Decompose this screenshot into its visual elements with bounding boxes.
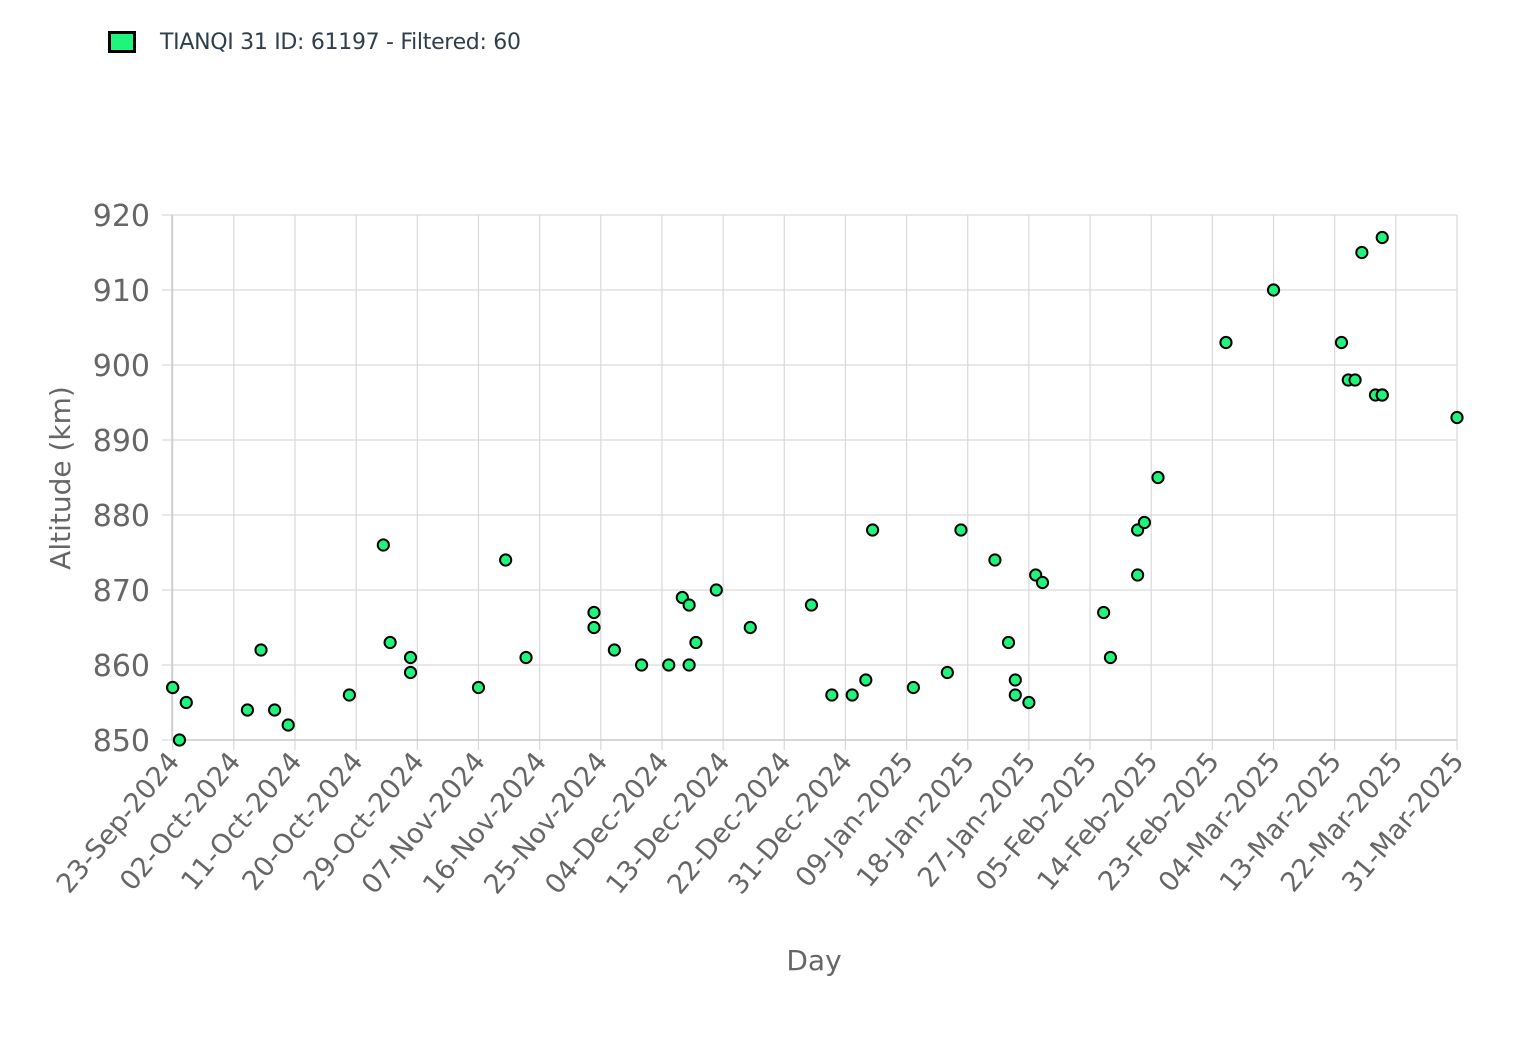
legend[interactable]: TIANQI 31 ID: 61197 - Filtered: 60 (108, 26, 521, 58)
data-point (682, 658, 696, 672)
x-tick-labels: 23-Sep-202402-Oct-202411-Oct-202420-Oct-… (51, 747, 1471, 901)
data-point (1375, 388, 1389, 402)
data-point (471, 680, 486, 695)
data-point (1022, 695, 1036, 710)
data-point (403, 665, 418, 680)
legend-label: TIANQI 31 ID: 61197 - Filtered: 60 (160, 29, 521, 55)
data-point (845, 688, 859, 702)
x-axis-title: Day (786, 944, 841, 977)
data-point (662, 658, 676, 672)
data-point (1103, 650, 1118, 665)
y-tick-labels: 850 860 870 880 890 900 910 920 (93, 199, 150, 759)
data-point (1137, 515, 1152, 530)
data-point (1001, 635, 1016, 650)
data-point (376, 538, 390, 552)
data-point (1035, 575, 1050, 590)
data-point (1266, 283, 1281, 297)
data-point (1097, 605, 1111, 620)
data-point (240, 703, 255, 717)
y-tick-label: 870 (93, 574, 150, 609)
y-tick-label: 890 (93, 424, 150, 459)
data-point (1355, 245, 1369, 260)
data-point (383, 635, 397, 650)
data-point (499, 553, 513, 567)
data-point (634, 658, 649, 672)
data-point (342, 688, 356, 702)
y-tick-label: 880 (93, 499, 150, 534)
axes (171, 215, 1457, 741)
data-point (1219, 335, 1233, 350)
grid (162, 214, 1458, 750)
data-point (179, 695, 193, 710)
y-axis-title: Altitude (km) (44, 386, 77, 570)
data-point (1375, 230, 1389, 245)
data-point (825, 688, 839, 702)
data-point (1008, 688, 1022, 702)
data-point (954, 523, 968, 537)
data-point (172, 733, 187, 747)
data-point (940, 665, 954, 680)
data-point (906, 680, 920, 695)
data-point (403, 650, 418, 665)
data-point (587, 605, 601, 620)
data-point (709, 583, 723, 597)
data-point (607, 643, 621, 657)
data-point (254, 643, 268, 657)
data-point (1131, 568, 1145, 582)
data-point (743, 620, 757, 635)
data-point (866, 523, 880, 537)
data-point (682, 598, 696, 612)
data-point (1348, 373, 1362, 387)
data-point (1450, 410, 1464, 425)
data-point (988, 553, 1002, 567)
data-point (1008, 673, 1022, 687)
data-points (166, 230, 1464, 747)
data-point (859, 673, 873, 687)
data-point (804, 598, 819, 612)
y-tick-label: 920 (93, 199, 150, 234)
legend-swatch (108, 31, 136, 53)
data-point (281, 718, 295, 732)
y-tick-label: 910 (93, 274, 150, 309)
data-point (519, 650, 533, 665)
y-tick-label: 900 (93, 349, 150, 384)
y-tick-label: 850 (93, 724, 150, 759)
data-point (689, 635, 703, 650)
data-point (268, 703, 282, 717)
data-point (587, 620, 601, 635)
data-point (1334, 335, 1349, 350)
y-tick-label: 860 (93, 649, 150, 684)
data-point (166, 680, 180, 695)
data-point (1151, 470, 1165, 485)
